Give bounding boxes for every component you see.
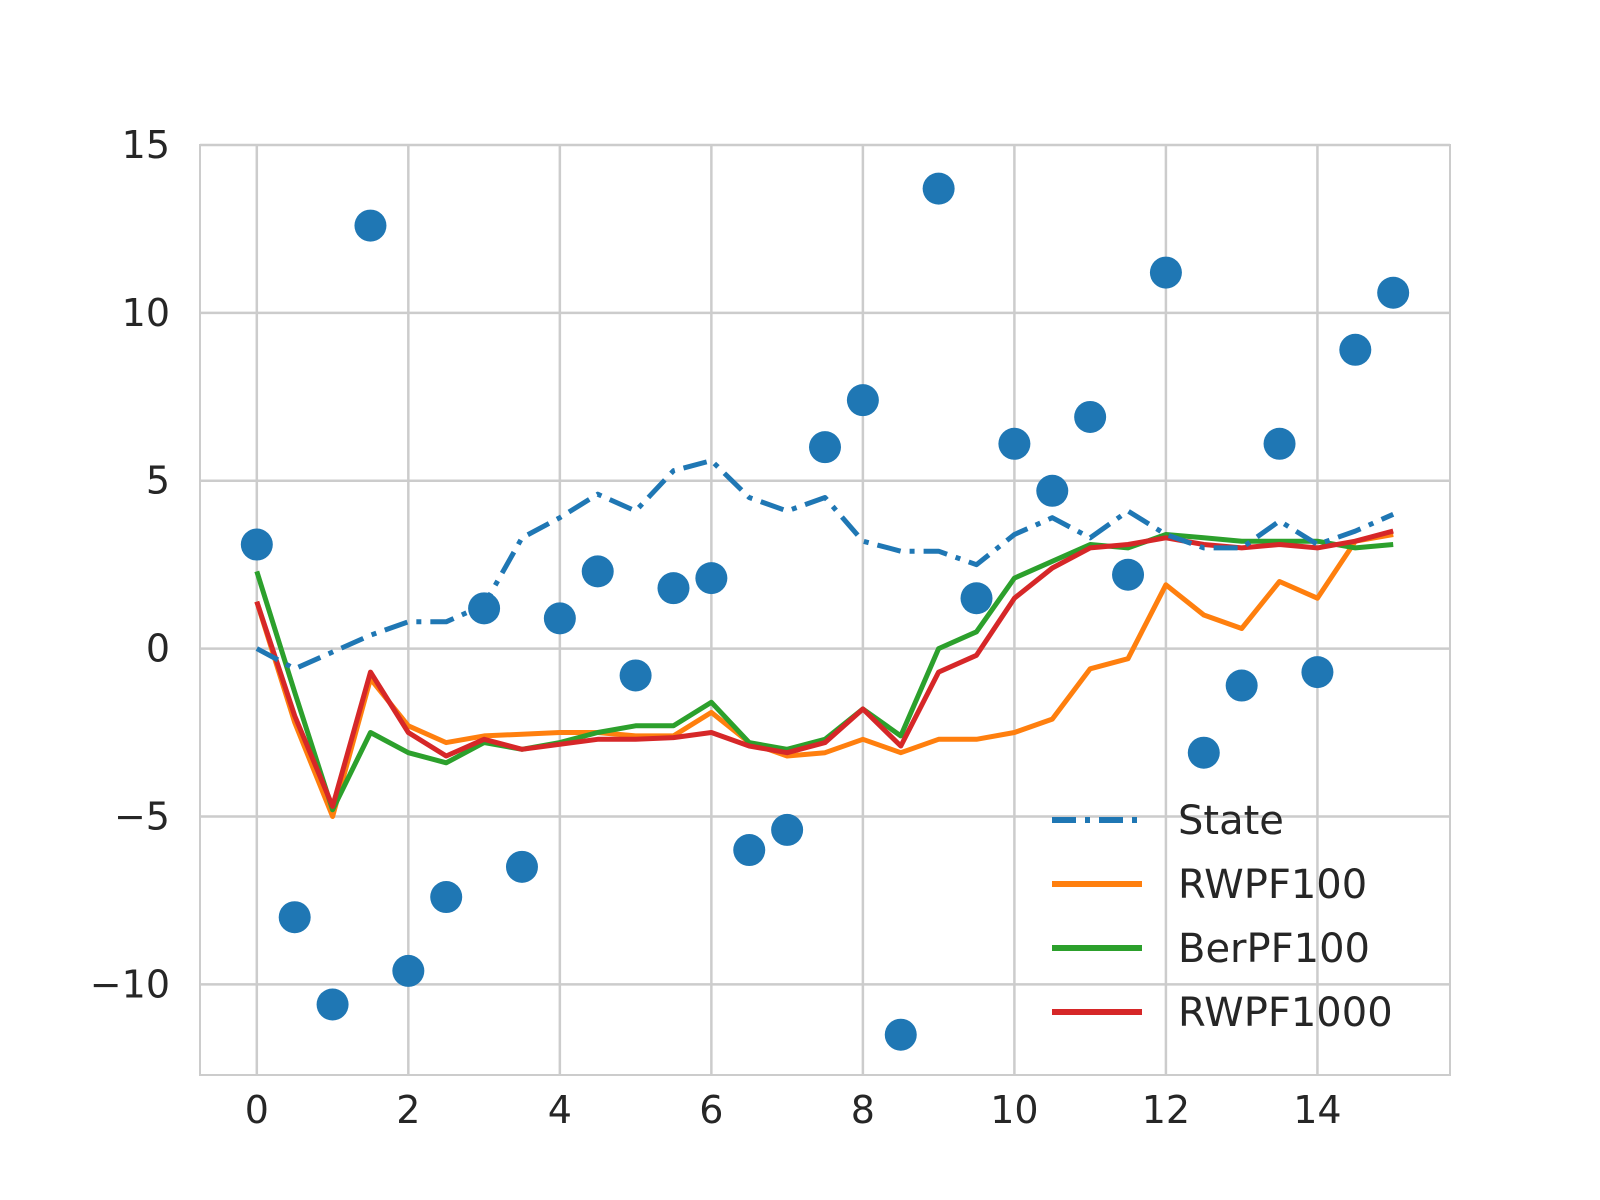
observation-point bbox=[1377, 276, 1410, 309]
observation-point bbox=[354, 209, 387, 242]
observation-point bbox=[846, 384, 879, 417]
observation-point bbox=[1187, 736, 1220, 769]
y-tick-label: 15 bbox=[122, 123, 170, 167]
series-line-rwpf100 bbox=[254, 532, 1394, 819]
x-axis: 0 2 4 6 8 10 12 14 bbox=[245, 1088, 1342, 1132]
legend: State RWPF100 BerPF100 RWPF1000 bbox=[1052, 798, 1393, 1036]
y-tick-label: −10 bbox=[90, 962, 170, 1006]
x-tick-label: 0 bbox=[245, 1088, 269, 1132]
plot-frame bbox=[199, 144, 1451, 1076]
observation-point bbox=[392, 954, 425, 987]
y-tick-label: 5 bbox=[146, 459, 170, 503]
observation-point bbox=[1301, 656, 1334, 689]
observation-point bbox=[884, 1018, 917, 1051]
observation-point bbox=[581, 555, 614, 588]
observation-point bbox=[1112, 558, 1145, 591]
observation-point bbox=[657, 572, 690, 605]
series-lines bbox=[254, 458, 1395, 819]
observation-point bbox=[240, 528, 273, 561]
observation-point bbox=[695, 562, 728, 595]
observation-point bbox=[1036, 474, 1069, 507]
legend-label: BerPF100 bbox=[1178, 926, 1370, 972]
observation-point bbox=[278, 901, 311, 934]
series-line-rwpf1000 bbox=[254, 528, 1394, 809]
x-tick-label: 10 bbox=[990, 1088, 1038, 1132]
observation-point bbox=[619, 659, 652, 692]
observation-point bbox=[960, 582, 993, 615]
observation-point bbox=[1263, 427, 1296, 460]
series-line-state bbox=[255, 458, 1395, 672]
observation-point bbox=[468, 592, 501, 625]
x-tick-label: 4 bbox=[548, 1088, 572, 1132]
y-axis: −10 −5 0 5 10 15 bbox=[90, 123, 170, 1006]
legend-label: RWPF100 bbox=[1178, 862, 1367, 908]
series-line-berpf100 bbox=[254, 532, 1394, 813]
y-tick-label: 0 bbox=[146, 627, 170, 671]
observation-point bbox=[809, 431, 841, 464]
observation-point bbox=[998, 427, 1031, 460]
observation-point bbox=[733, 834, 766, 867]
observation-point bbox=[316, 988, 349, 1021]
legend-label: RWPF1000 bbox=[1178, 990, 1393, 1036]
observation-point bbox=[430, 881, 463, 914]
observation-point bbox=[1074, 400, 1107, 433]
y-tick-label: 10 bbox=[122, 291, 170, 335]
observation-point bbox=[1149, 256, 1182, 289]
legend-label: State bbox=[1178, 798, 1284, 844]
x-tick-label: 12 bbox=[1142, 1088, 1190, 1132]
observation-point bbox=[505, 850, 538, 883]
observation-point bbox=[543, 602, 576, 635]
observation-points bbox=[240, 172, 1410, 1051]
observation-point bbox=[771, 813, 804, 846]
x-tick-label: 2 bbox=[396, 1088, 420, 1132]
y-tick-label: −5 bbox=[114, 794, 170, 838]
x-tick-label: 14 bbox=[1293, 1088, 1341, 1132]
x-tick-label: 8 bbox=[851, 1088, 875, 1132]
x-tick-label: 6 bbox=[699, 1088, 723, 1132]
observation-point bbox=[1339, 333, 1372, 366]
observation-point bbox=[922, 172, 955, 205]
observation-point bbox=[1225, 669, 1258, 702]
